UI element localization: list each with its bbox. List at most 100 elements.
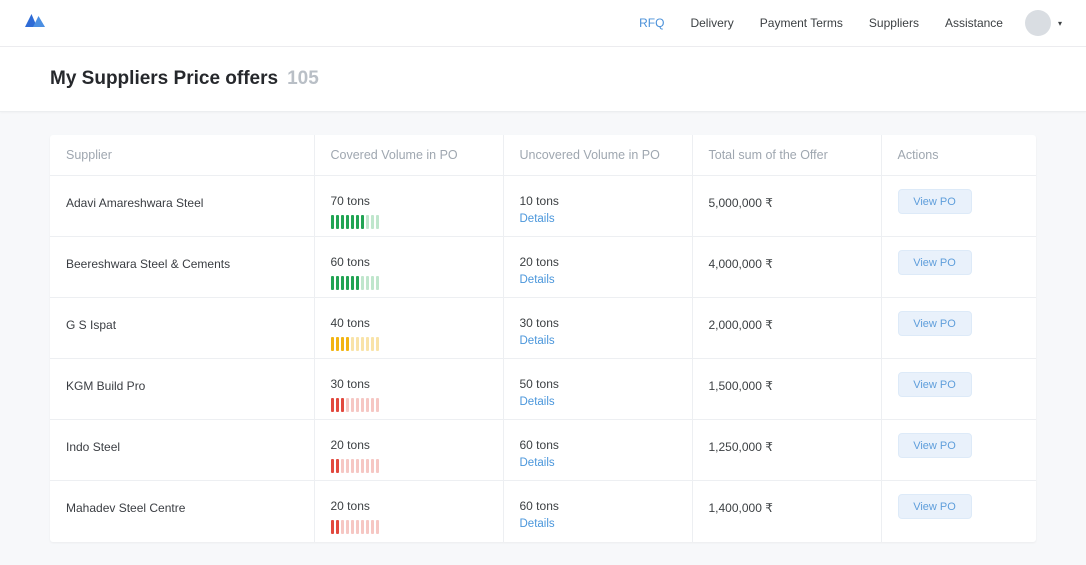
gauge-segment bbox=[350, 215, 354, 229]
uncovered-volume-cell: 20 tons Details bbox=[503, 236, 693, 298]
gauge-segment bbox=[335, 215, 339, 229]
chevron-down-icon: ▾ bbox=[1057, 18, 1062, 28]
gauge-segment bbox=[330, 459, 334, 473]
page-title: My Suppliers Price offers 105 bbox=[50, 68, 1036, 90]
gauge-segment bbox=[330, 337, 334, 351]
gauge-segment bbox=[335, 520, 339, 534]
actions-cell: View PO bbox=[881, 297, 1036, 359]
view-po-button[interactable]: View PO bbox=[897, 311, 972, 336]
offer-total-text: 1,400,000 ₹ bbox=[708, 501, 773, 515]
column-header-uncovered-volume: Uncovered Volume in PO bbox=[503, 135, 693, 176]
column-header-actions: Actions bbox=[881, 135, 1036, 176]
uncovered-volume-text: 50 tons bbox=[519, 377, 559, 391]
covered-volume-gauge bbox=[330, 459, 487, 473]
offer-total-cell: 4,000,000 ₹ bbox=[692, 236, 882, 298]
offers-table: Supplier Covered Volume in PO Uncovered … bbox=[50, 135, 1036, 542]
actions-cell: View PO bbox=[881, 175, 1036, 237]
supplier-name: Indo Steel bbox=[66, 440, 121, 454]
details-link[interactable]: Details bbox=[519, 213, 555, 225]
avatar[interactable] bbox=[1024, 10, 1051, 36]
gauge-segment bbox=[370, 520, 374, 534]
table-row: Mahadev Steel Centre 20 tons 60 tons Det… bbox=[50, 480, 1036, 542]
uncovered-volume-cell: 30 tons Details bbox=[503, 297, 693, 359]
gauge-segment bbox=[340, 215, 344, 229]
details-link[interactable]: Details bbox=[519, 335, 555, 347]
details-link[interactable]: Details bbox=[519, 274, 555, 286]
nav-item-rfq[interactable]: RFQ bbox=[639, 16, 665, 30]
gauge-segment bbox=[360, 459, 364, 473]
column-header-covered-volume: Covered Volume in PO bbox=[314, 135, 504, 176]
view-po-button[interactable]: View PO bbox=[897, 189, 972, 214]
gauge-segment bbox=[365, 337, 369, 351]
details-link[interactable]: Details bbox=[519, 457, 555, 469]
supplier-name: G S Ispat bbox=[66, 318, 117, 332]
supplier-cell: G S Ispat bbox=[50, 297, 315, 359]
supplier-name: Mahadev Steel Centre bbox=[66, 501, 186, 515]
logo-mountains-icon bbox=[24, 13, 46, 33]
gauge-segment bbox=[365, 398, 369, 412]
page-title-text: My Suppliers Price offers bbox=[50, 68, 279, 89]
gauge-segment bbox=[345, 398, 349, 412]
nav-item-delivery[interactable]: Delivery bbox=[690, 16, 734, 30]
gauge-segment bbox=[365, 215, 369, 229]
nav-item-payment-terms[interactable]: Payment Terms bbox=[759, 16, 843, 30]
view-po-button[interactable]: View PO bbox=[897, 250, 972, 275]
supplier-name: Beereshwara Steel & Cements bbox=[66, 257, 231, 271]
supplier-cell: Beereshwara Steel & Cements bbox=[50, 236, 315, 298]
column-header-total-sum: Total sum of the Offer bbox=[692, 135, 882, 176]
table-row: Beereshwara Steel & Cements 60 tons 20 t… bbox=[50, 236, 1036, 298]
nav-item-assistance[interactable]: Assistance bbox=[944, 16, 1003, 30]
gauge-segment bbox=[350, 459, 354, 473]
offer-total-cell: 5,000,000 ₹ bbox=[692, 175, 882, 237]
gauge-segment bbox=[335, 398, 339, 412]
offer-total-text: 1,500,000 ₹ bbox=[708, 379, 773, 393]
uncovered-volume-cell: 10 tons Details bbox=[503, 175, 693, 237]
gauge-segment bbox=[330, 520, 334, 534]
gauge-segment bbox=[340, 337, 344, 351]
gauge-segment bbox=[340, 459, 344, 473]
gauge-segment bbox=[340, 398, 344, 412]
gauge-segment bbox=[330, 276, 334, 290]
uncovered-volume-text: 20 tons bbox=[519, 255, 559, 269]
gauge-segment bbox=[375, 520, 379, 534]
view-po-button[interactable]: View PO bbox=[897, 433, 972, 458]
supplier-cell: Mahadev Steel Centre bbox=[50, 480, 315, 542]
covered-volume-cell: 30 tons bbox=[314, 358, 504, 420]
covered-volume-gauge bbox=[330, 215, 487, 229]
gauge-segment bbox=[370, 459, 374, 473]
uncovered-volume-text: 30 tons bbox=[519, 316, 559, 330]
gauge-segment bbox=[355, 337, 359, 351]
gauge-segment bbox=[355, 398, 359, 412]
column-header-supplier: Supplier bbox=[50, 135, 315, 176]
gauge-segment bbox=[365, 459, 369, 473]
covered-volume-cell: 20 tons bbox=[314, 480, 504, 542]
covered-volume-text: 20 tons bbox=[330, 438, 370, 452]
view-po-button[interactable]: View PO bbox=[897, 494, 972, 519]
uncovered-volume-cell: 60 tons Details bbox=[503, 480, 693, 542]
gauge-segment bbox=[360, 337, 364, 351]
offer-total-cell: 1,400,000 ₹ bbox=[692, 480, 882, 542]
user-menu[interactable]: ▾ bbox=[1024, 10, 1062, 36]
supplier-cell: KGM Build Pro bbox=[50, 358, 315, 420]
offers-table-card: Supplier Covered Volume in PO Uncovered … bbox=[50, 135, 1036, 542]
page-header: My Suppliers Price offers 105 bbox=[0, 47, 1086, 112]
gauge-segment bbox=[370, 337, 374, 351]
covered-volume-cell: 70 tons bbox=[314, 175, 504, 237]
view-po-button[interactable]: View PO bbox=[897, 372, 972, 397]
table-row: Indo Steel 20 tons 60 tons Details 1,250… bbox=[50, 419, 1036, 481]
actions-cell: View PO bbox=[881, 358, 1036, 420]
table-row: G S Ispat 40 tons 30 tons Details 2,000,… bbox=[50, 297, 1036, 359]
offers-table-body: Adavi Amareshwara Steel 70 tons 10 tons … bbox=[50, 175, 1036, 542]
nav-item-suppliers[interactable]: Suppliers bbox=[868, 16, 919, 30]
gauge-segment bbox=[360, 215, 364, 229]
covered-volume-text: 40 tons bbox=[330, 316, 370, 330]
details-link[interactable]: Details bbox=[519, 518, 555, 530]
company-logo[interactable] bbox=[24, 13, 46, 33]
offer-total-cell: 1,250,000 ₹ bbox=[692, 419, 882, 481]
gauge-segment bbox=[375, 337, 379, 351]
details-link[interactable]: Details bbox=[519, 396, 555, 408]
gauge-segment bbox=[355, 459, 359, 473]
gauge-segment bbox=[375, 215, 379, 229]
gauge-segment bbox=[360, 276, 364, 290]
table-row: KGM Build Pro 30 tons 50 tons Details 1,… bbox=[50, 358, 1036, 420]
